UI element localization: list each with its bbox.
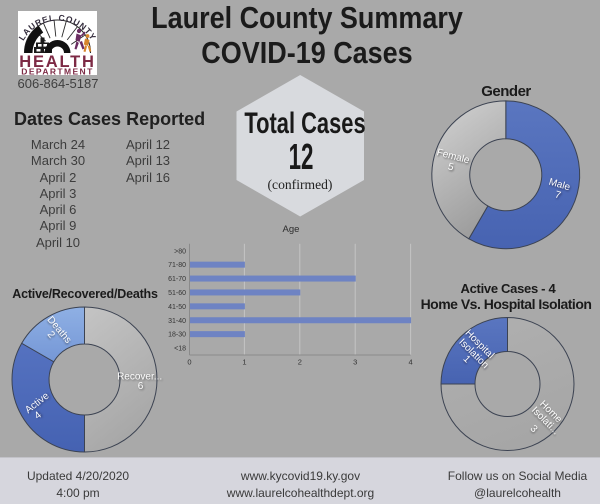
svg-text:606-864-5187: 606-864-5187	[18, 76, 99, 91]
svg-text:41-50: 41-50	[168, 304, 186, 311]
svg-text:0: 0	[187, 358, 191, 367]
svg-text:>80: >80	[174, 248, 186, 255]
svg-text:3: 3	[353, 358, 357, 367]
svg-text:<18: <18	[174, 346, 186, 353]
svg-text:4: 4	[409, 358, 413, 367]
svg-text:DEPARTMENT: DEPARTMENT	[21, 67, 93, 77]
svg-text:HEALTH: HEALTH	[19, 53, 96, 71]
svg-text:Recover...: Recover...	[117, 371, 162, 382]
svg-text:71-80: 71-80	[168, 262, 186, 269]
svg-text:2: 2	[45, 329, 57, 341]
svg-text:7: 7	[554, 189, 563, 201]
svg-text:6: 6	[138, 381, 144, 392]
svg-text:4: 4	[33, 409, 45, 421]
svg-text:51-60: 51-60	[168, 290, 186, 297]
svg-text:61-70: 61-70	[168, 276, 186, 283]
svg-text:31-40: 31-40	[168, 318, 186, 325]
svg-text:18-30: 18-30	[168, 332, 186, 339]
svg-text:2: 2	[298, 358, 302, 367]
svg-text:5: 5	[447, 161, 456, 173]
svg-text:1: 1	[242, 358, 246, 367]
